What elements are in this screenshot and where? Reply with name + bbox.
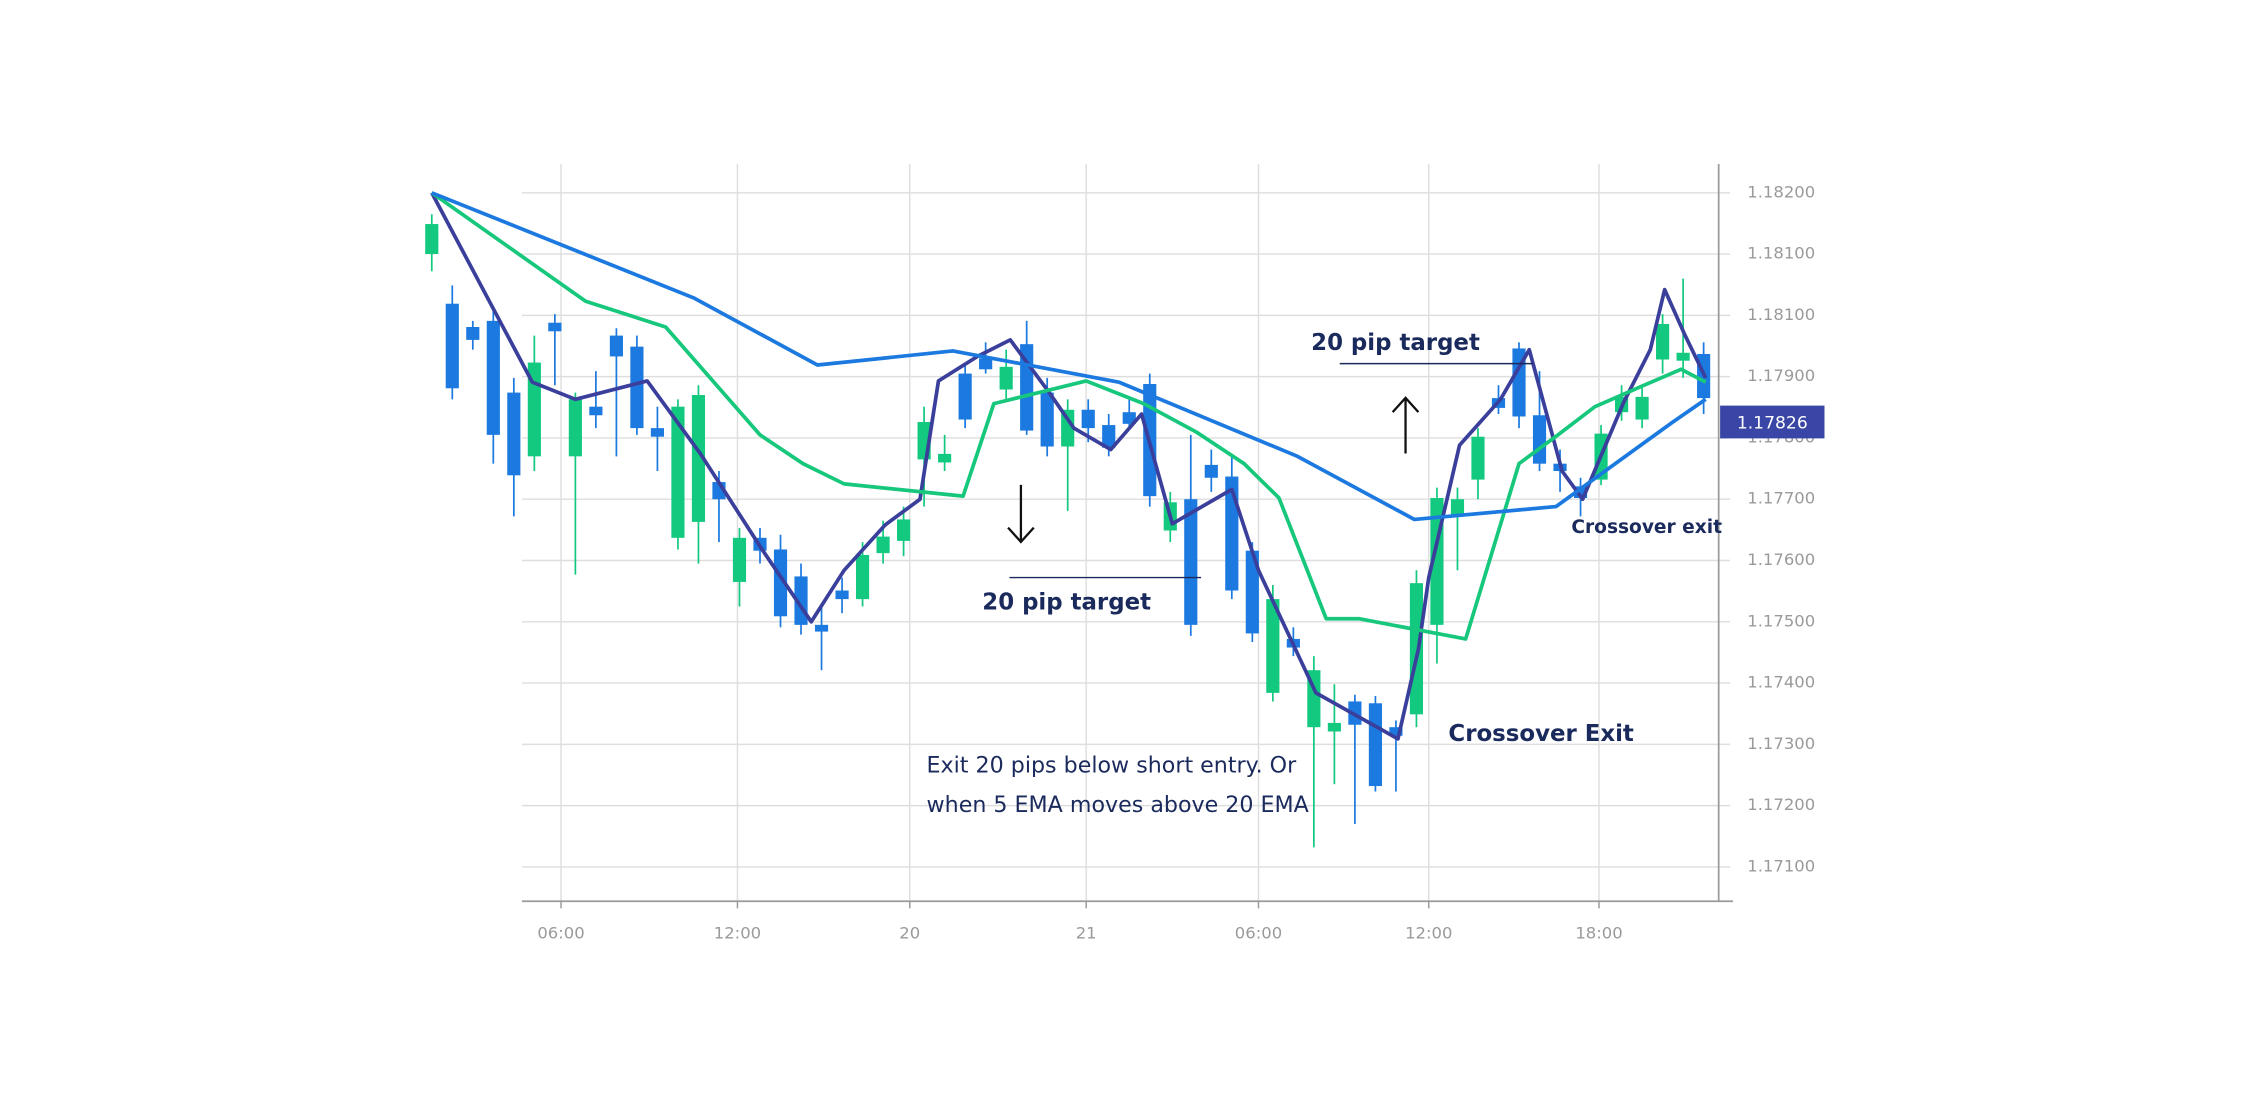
- candle-body: [1245, 550, 1259, 634]
- annotation: 20 pip target: [1311, 330, 1480, 356]
- y-tick-label: 1.17700: [1747, 489, 1815, 508]
- candle-body: [1122, 412, 1136, 424]
- candle-body: [1266, 599, 1280, 693]
- candle-body: [1532, 415, 1547, 464]
- ema-line: [431, 191, 1707, 522]
- annotation: Exit 20 pips below short entry. Or: [927, 752, 1298, 778]
- ema-line: [430, 191, 1708, 741]
- candle-body: [1573, 486, 1588, 498]
- y-tick-label: 1.17900: [1747, 366, 1815, 385]
- candle-body: [486, 320, 500, 435]
- candle-body: [650, 428, 665, 437]
- candle-body: [1081, 409, 1095, 429]
- y-tick-label: 1.18100: [1747, 305, 1815, 324]
- candle-body: [1061, 409, 1075, 447]
- candle-body: [445, 303, 459, 389]
- candle-body: [999, 366, 1013, 390]
- x-tick-label: 21: [1076, 924, 1097, 943]
- candle-body: [855, 554, 870, 600]
- annotation: Crossover Exit: [1448, 721, 1634, 747]
- candle-body: [1471, 436, 1485, 480]
- x-tick-label: 06:00: [537, 924, 584, 943]
- candle-body: [1389, 727, 1403, 736]
- x-tick-label: 12:00: [714, 924, 761, 943]
- candle-body: [609, 335, 623, 357]
- candle-body: [897, 519, 911, 541]
- candle-body: [732, 537, 747, 582]
- candle-body: [1184, 499, 1198, 625]
- plot: [425, 191, 1711, 848]
- candle-body: [1204, 464, 1218, 478]
- y-tick-label: 1.17400: [1747, 673, 1815, 692]
- candle-body: [1327, 722, 1341, 732]
- last-price-box: [1720, 405, 1825, 439]
- candle-body: [507, 392, 521, 476]
- candle-body: [1656, 323, 1670, 360]
- candle-body: [979, 358, 993, 370]
- annotations: 20 pip target 20 pip target Crossover ex…: [927, 330, 1723, 818]
- annotation: Crossover exit: [1571, 517, 1722, 538]
- candle-body: [1102, 425, 1116, 448]
- y-tick-label: 1.17200: [1747, 795, 1815, 814]
- candle-body: [630, 346, 644, 429]
- ema-line: [430, 191, 1707, 641]
- candle-body: [814, 624, 829, 632]
- up-arrow: [1391, 396, 1420, 454]
- y-tick-label: 1.17500: [1747, 611, 1815, 630]
- y-tick-label: 1.18200: [1747, 182, 1815, 201]
- candle-body: [1676, 352, 1690, 361]
- down-arrow: [1007, 484, 1035, 544]
- candle-body: [1040, 392, 1054, 447]
- candle-body: [958, 373, 972, 420]
- candle-body: [1635, 396, 1649, 420]
- x-tick-label: 06:00: [1235, 924, 1282, 943]
- candle-body: [835, 590, 849, 600]
- annotation: when 5 EMA moves above 20 EMA: [927, 792, 1309, 818]
- candle-body: [425, 224, 439, 255]
- candle-body: [548, 322, 562, 332]
- candle-body: [1512, 348, 1526, 417]
- candle-body: [568, 399, 582, 457]
- candle-body: [938, 453, 952, 463]
- y-tick-label: 1.18100: [1747, 244, 1815, 263]
- candle-body: [1409, 583, 1424, 715]
- annotation: 20 pip target: [982, 590, 1151, 616]
- x-tick-label: 12:00: [1405, 924, 1452, 943]
- candle-body: [589, 406, 603, 416]
- x-tick-label: 20: [899, 924, 920, 943]
- y-tick-label: 1.17100: [1747, 856, 1815, 875]
- x-tick-label: 18:00: [1575, 924, 1622, 943]
- last-price-label: 1.17826: [1737, 413, 1808, 433]
- candle-body: [1368, 703, 1382, 787]
- candle-body: [691, 395, 706, 522]
- candle-body: [466, 327, 480, 340]
- candle-body: [876, 536, 890, 554]
- candle-body: [1450, 499, 1465, 517]
- y-tick-label: 1.17300: [1747, 734, 1815, 753]
- y-tick-label: 1.17600: [1747, 550, 1815, 569]
- candle-body: [671, 406, 685, 538]
- candle-body: [773, 549, 788, 617]
